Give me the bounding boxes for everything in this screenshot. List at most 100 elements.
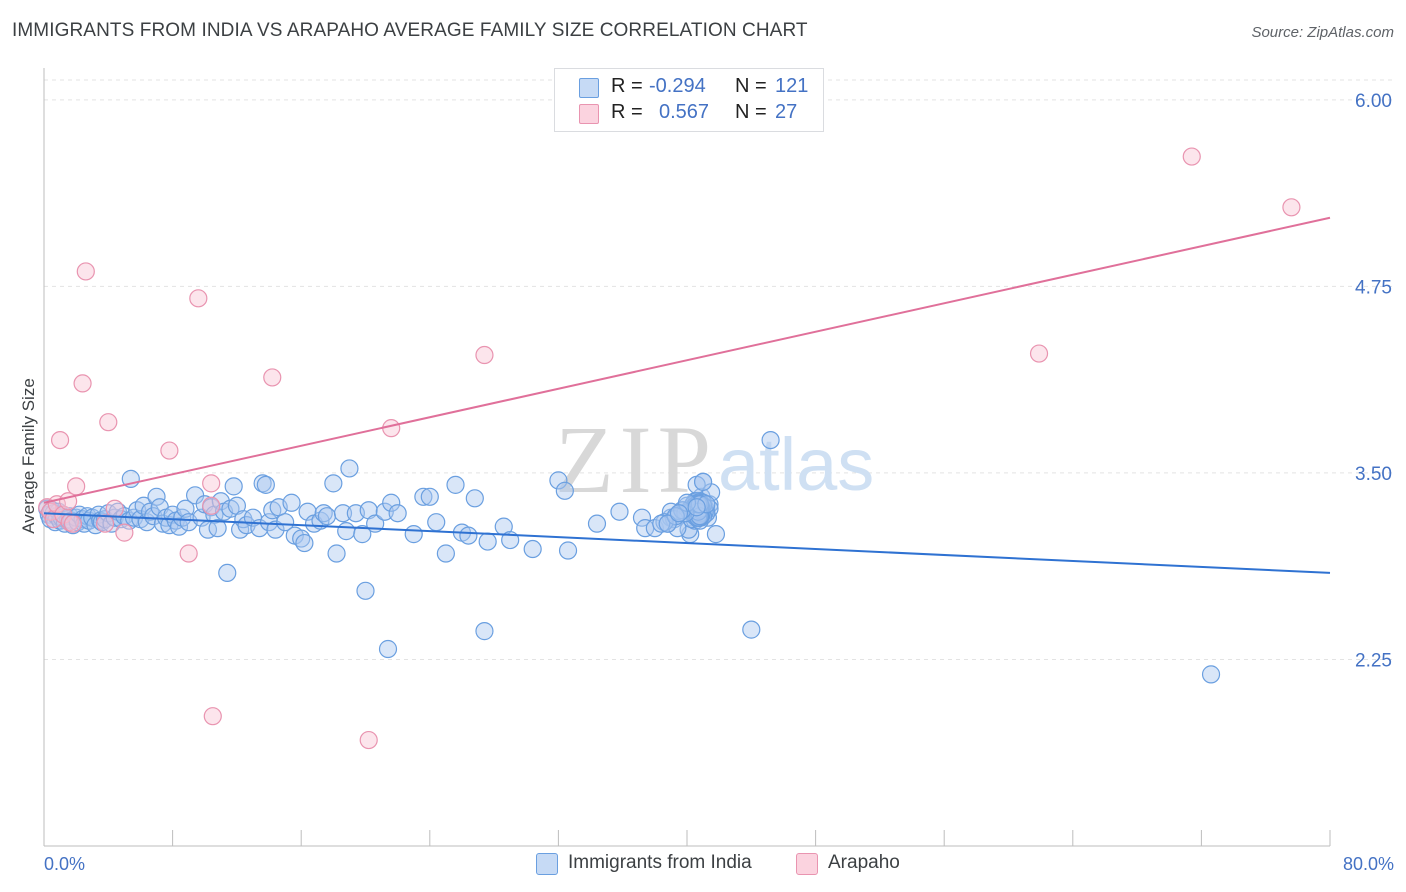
y-axis-label: Average Family Size bbox=[19, 378, 38, 534]
india-point bbox=[404, 525, 423, 544]
india-point bbox=[337, 522, 356, 541]
india-point bbox=[632, 508, 652, 527]
india-point bbox=[353, 525, 372, 544]
india-point bbox=[652, 514, 671, 533]
y-tick-label: 6.00 bbox=[1355, 91, 1392, 112]
india-point bbox=[276, 513, 295, 532]
arapaho-point bbox=[95, 514, 115, 533]
india-point bbox=[558, 541, 578, 560]
watermark-zip: ZIP bbox=[555, 406, 717, 513]
india-point bbox=[295, 533, 314, 553]
arapaho-point bbox=[105, 499, 124, 518]
bottom-swatch-india bbox=[536, 853, 558, 875]
india-point bbox=[218, 563, 237, 583]
x-tick-label: 80.0% bbox=[1343, 854, 1394, 874]
bottom-swatch-arapaho bbox=[796, 853, 818, 875]
india-point bbox=[382, 493, 401, 512]
india-point bbox=[420, 487, 439, 506]
india-point bbox=[742, 620, 761, 639]
india-point bbox=[475, 622, 494, 641]
india-point bbox=[414, 487, 433, 506]
india-point bbox=[256, 475, 275, 494]
watermark: ZIP atlas bbox=[555, 406, 874, 513]
india-point bbox=[1201, 665, 1221, 684]
y-tick-label: 4.75 bbox=[1355, 277, 1392, 298]
arapaho-point bbox=[76, 262, 95, 281]
india-point bbox=[340, 459, 359, 478]
india-point bbox=[224, 477, 243, 496]
source-label: Source: ZipAtlas.com bbox=[1251, 24, 1394, 41]
india-point bbox=[706, 525, 726, 544]
legend-r-label: R = bbox=[611, 101, 643, 123]
arapaho-point bbox=[1182, 147, 1201, 166]
y-tick-label: 3.50 bbox=[1355, 464, 1392, 485]
india-point bbox=[658, 514, 677, 533]
arapaho-point bbox=[1029, 344, 1049, 363]
trend-lines bbox=[43, 216, 1331, 574]
arapaho-point bbox=[63, 514, 83, 533]
india-point bbox=[669, 504, 689, 523]
arapaho-point bbox=[50, 430, 70, 450]
india-point bbox=[465, 489, 484, 508]
arapaho-point bbox=[67, 477, 86, 496]
india-point bbox=[761, 430, 780, 450]
legend-r-india: -0.294 bbox=[649, 75, 706, 97]
india-point bbox=[324, 474, 343, 493]
india-point bbox=[208, 519, 227, 538]
legend-n-india: 121 bbox=[775, 75, 809, 97]
legend-n-arapaho: 27 bbox=[775, 101, 798, 123]
watermark-atlas: atlas bbox=[718, 423, 874, 506]
arapaho-point bbox=[202, 474, 221, 493]
arapaho-point bbox=[115, 523, 134, 542]
india-point bbox=[687, 498, 706, 517]
axes bbox=[43, 68, 1331, 847]
india-point bbox=[436, 544, 455, 563]
india-point bbox=[459, 526, 478, 545]
arapaho-point bbox=[359, 730, 378, 750]
arapaho-point bbox=[179, 544, 198, 563]
arapaho-point bbox=[475, 345, 494, 365]
india-point bbox=[446, 475, 465, 494]
legend-r-arapaho: 0.567 bbox=[659, 101, 710, 123]
india-point bbox=[327, 544, 346, 563]
arapaho-point bbox=[202, 496, 221, 515]
india-point bbox=[317, 507, 337, 526]
india-point bbox=[314, 504, 333, 523]
arapaho-point bbox=[263, 368, 282, 387]
india-point bbox=[147, 487, 166, 506]
india-point bbox=[478, 532, 497, 551]
legend-n-label: N = bbox=[735, 75, 767, 97]
arapaho-point bbox=[160, 441, 179, 460]
india-point bbox=[356, 581, 375, 600]
india-point bbox=[427, 513, 446, 532]
legend-swatch-arapaho bbox=[579, 104, 599, 124]
arapaho-point bbox=[73, 374, 92, 393]
india-point bbox=[266, 520, 285, 539]
arapaho-point bbox=[189, 289, 208, 308]
arapaho-trend-line bbox=[43, 216, 1331, 504]
india-point bbox=[378, 639, 398, 659]
india-point bbox=[282, 493, 301, 512]
bottom-legend-label-arapaho: Arapaho bbox=[828, 852, 900, 873]
legend-r-label: R = bbox=[611, 75, 643, 97]
y-tick-label: 2.25 bbox=[1355, 650, 1392, 671]
india-point bbox=[555, 481, 574, 500]
x-tick-label: 0.0% bbox=[44, 854, 85, 874]
india-point bbox=[610, 502, 629, 521]
india-point bbox=[176, 499, 195, 518]
india-point bbox=[693, 472, 713, 491]
india-point bbox=[388, 504, 407, 523]
india-trend-line bbox=[43, 512, 1331, 574]
arapaho-point bbox=[203, 707, 222, 726]
india-point bbox=[259, 513, 279, 532]
tick-labels: 2.25 3.50 4.75 6.00 0.0% 80.0% bbox=[44, 91, 1394, 874]
arapaho-points bbox=[38, 147, 1301, 750]
india-point bbox=[587, 514, 607, 533]
bottom-legend-label-india: Immigrants from India bbox=[568, 852, 752, 873]
legend-n-label: N = bbox=[735, 101, 767, 123]
india-point bbox=[333, 504, 353, 523]
arapaho-point bbox=[1282, 198, 1301, 217]
india-point bbox=[523, 539, 542, 559]
grid-lines bbox=[44, 79, 1395, 660]
